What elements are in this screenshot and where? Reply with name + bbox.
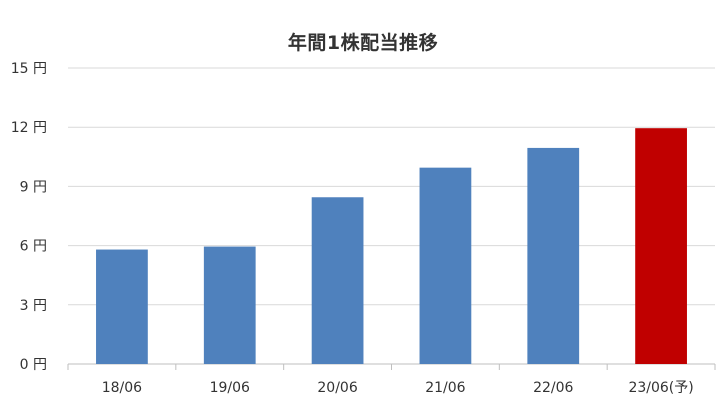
y-tick-label: 9 円 (20, 179, 47, 195)
y-tick-label: 0 円 (20, 357, 47, 373)
bar-21-06 (419, 167, 472, 364)
x-tick-label: 23/06(予) (628, 380, 693, 396)
chart-title: 年間1株配当推移 (287, 32, 439, 54)
x-tick-label: 19/06 (210, 380, 250, 396)
bar-20-06 (311, 197, 364, 364)
x-tick-label: 20/06 (317, 380, 357, 396)
y-tick-label: 3 円 (20, 298, 47, 314)
bar-22-06 (527, 147, 580, 364)
x-tick-label: 21/06 (425, 380, 465, 396)
bar-18-06 (96, 249, 148, 364)
bar-19-06 (203, 246, 256, 364)
x-tick-label: 18/06 (102, 380, 142, 396)
x-tick-label: 22/06 (533, 380, 573, 396)
y-tick-label: 15 円 (11, 61, 47, 77)
y-tick-label: 12 円 (11, 120, 47, 136)
y-tick-label: 6 円 (20, 239, 47, 255)
bar-23-06--- (635, 128, 687, 364)
